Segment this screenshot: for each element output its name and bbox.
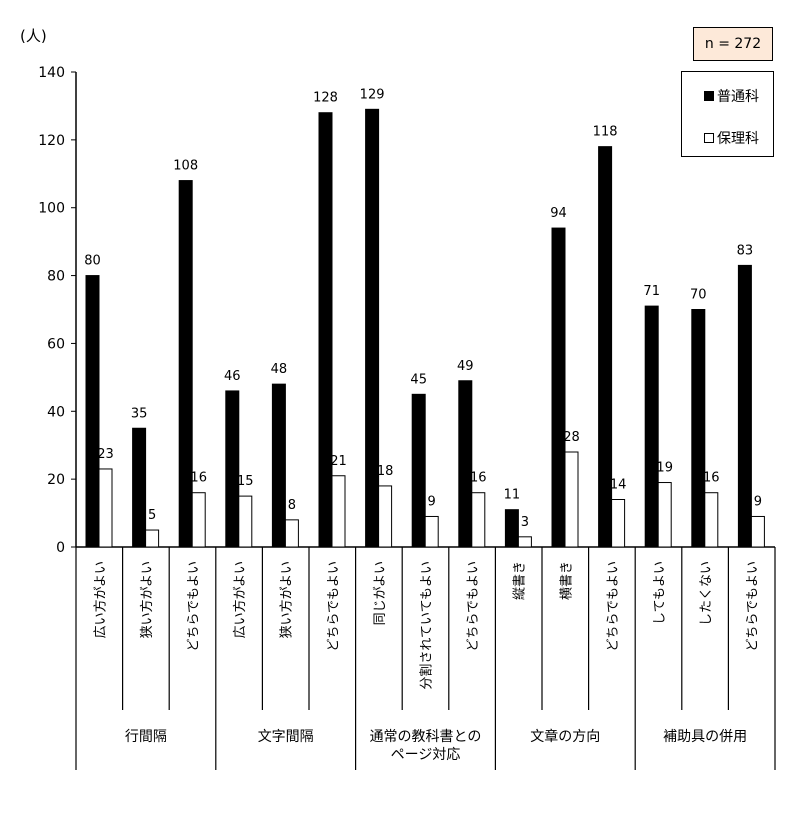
bar-series-1 [459,381,472,547]
y-tick-label: 20 [47,472,65,488]
bar-series-2 [99,469,112,547]
data-label-series-2: 9 [428,494,436,509]
data-label-series-1: 108 [173,159,198,174]
bar-series-1 [133,428,146,547]
data-label-series-2: 3 [521,515,529,530]
data-label-series-2: 16 [190,471,207,486]
data-label-series-1: 49 [457,359,474,374]
sample-size-note: n = 272 [693,27,773,61]
y-tick-label: 140 [38,65,65,81]
bar-series-2 [425,516,438,547]
legend: 普通科 保理科 [681,71,774,157]
legend-label-series-1: 普通科 [717,86,759,106]
y-tick-label: 40 [47,404,65,420]
data-label-series-1: 11 [504,488,521,503]
data-label-series-1: 70 [690,288,707,303]
bar-series-2 [146,530,159,547]
category-label: したくない [699,561,714,626]
data-label-series-2: 14 [610,478,627,493]
group-label: 通常の教科書との [370,729,482,745]
data-label-series-2: 15 [237,474,254,489]
data-label-series-1: 80 [84,254,101,269]
data-label-series-2: 9 [754,494,762,509]
bar-series-2 [239,496,252,547]
bar-series-2 [658,483,671,547]
legend-label-series-2: 保理科 [717,128,759,148]
data-label-series-1: 128 [313,91,338,106]
data-label-series-1: 45 [410,372,427,387]
group-label: ページ対応 [391,747,461,763]
bar-series-2 [285,520,298,547]
category-label: 広い方がよい [92,561,108,638]
data-label-series-2: 23 [97,447,114,462]
data-label-series-2: 16 [703,471,720,486]
legend-item-series-1: 普通科 [704,86,759,106]
category-label: 横書き [559,561,574,600]
data-label-series-2: 21 [330,454,347,469]
data-label-series-1: 35 [131,406,148,421]
data-label-series-1: 118 [593,125,618,140]
bar-series-1 [272,384,285,547]
group-label: 文章の方向 [530,728,600,745]
data-label-series-1: 94 [550,206,567,221]
data-label-series-2: 16 [470,471,487,486]
y-tick-label: 60 [47,336,65,352]
y-tick-label: 0 [56,540,65,556]
data-label-series-1: 129 [360,87,385,102]
category-label: してもよい [653,561,668,625]
bar-series-1 [692,310,705,548]
y-tick-label: 100 [38,201,65,217]
y-tick-label: 80 [47,269,65,285]
data-label-series-1: 83 [737,243,754,258]
bar-series-2 [379,486,392,547]
data-label-series-2: 5 [148,508,156,523]
bar-series-1 [319,113,332,547]
category-label: 狭い方がよい [279,561,295,638]
data-label-series-2: 19 [656,461,673,476]
data-label-series-2: 18 [377,464,394,479]
data-label-series-2: 8 [288,498,296,513]
data-label-series-1: 48 [271,362,288,377]
data-label-series-1: 46 [224,369,241,384]
bar-series-1 [552,228,565,547]
bar-series-2 [192,493,205,547]
bar-series-1 [505,510,518,547]
category-label: どちらでもよい [187,561,202,652]
bar-series-1 [226,391,239,547]
legend-swatch-filled [704,91,714,101]
category-label: 同じがよい [373,561,388,625]
category-label: 分割されていてもよい [419,561,435,690]
category-label: 縦書き [513,561,528,600]
bar-series-1 [412,394,425,547]
category-label: 広い方がよい [232,561,248,638]
bar-series-2 [751,516,764,547]
bar-series-1 [738,265,751,547]
group-label: 補助具の併用 [663,729,747,745]
bar-series-1 [179,181,192,547]
y-tick-label: 120 [38,133,65,149]
category-label: 狭い方がよい [139,561,155,638]
group-label: 文字間隔 [258,729,314,745]
category-label: どちらでもよい [606,561,621,652]
bar-series-2 [332,476,345,547]
category-label: どちらでもよい [466,561,481,652]
category-label: どちらでもよい [746,561,761,652]
bar-series-2 [612,500,625,548]
bar-series-2 [565,452,578,547]
group-label: 行間隔 [125,729,167,745]
bar-series-2 [518,537,531,547]
bar-series-2 [705,493,718,547]
data-label-series-2: 28 [563,430,580,445]
bar-series-1 [86,276,99,547]
bar-series-1 [645,306,658,547]
legend-swatch-empty [704,133,714,143]
data-label-series-1: 71 [643,284,660,299]
bar-series-1 [366,109,379,547]
legend-item-series-2: 保理科 [704,128,759,148]
category-label: どちらでもよい [326,561,341,652]
bar-series-2 [472,493,485,547]
